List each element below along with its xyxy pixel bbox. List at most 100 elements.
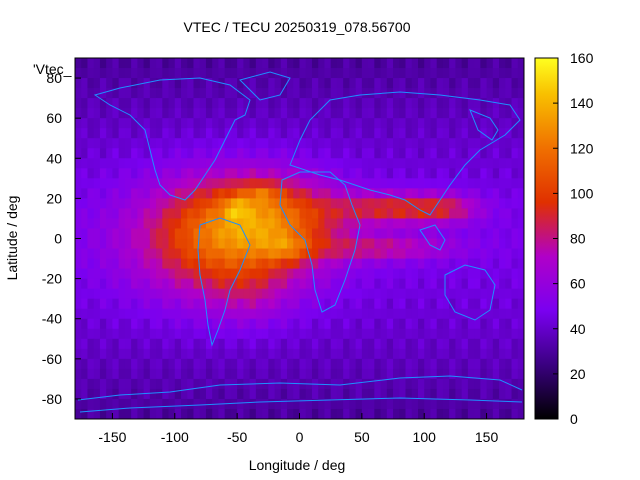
heat-cell	[361, 268, 369, 280]
heat-cell	[218, 228, 226, 240]
heat-cell	[417, 188, 425, 199]
heat-cell	[343, 398, 350, 410]
heat-cell	[249, 128, 257, 139]
heat-cell	[405, 88, 413, 99]
heat-cell	[305, 268, 313, 280]
heat-cell	[174, 148, 182, 159]
heat-cell	[393, 228, 400, 240]
heat-cell	[449, 268, 457, 280]
heat-cell	[474, 298, 481, 310]
heat-cell	[287, 378, 294, 390]
heat-cell	[311, 78, 319, 89]
heat-cell	[355, 88, 363, 99]
heat-cell	[112, 258, 120, 270]
heat-cell	[467, 198, 475, 210]
heat-cell	[168, 348, 176, 360]
heat-cell	[205, 148, 213, 159]
heat-cell	[143, 288, 151, 300]
heat-cell	[499, 148, 506, 159]
heat-cell	[255, 108, 263, 119]
heat-cell	[93, 248, 101, 260]
heat-cell	[168, 158, 176, 169]
heat-cell	[174, 308, 182, 320]
heat-cell	[255, 78, 263, 89]
heat-cell	[218, 318, 226, 330]
heat-cell	[162, 238, 170, 250]
heat-cell	[461, 278, 469, 290]
heat-cell	[181, 88, 188, 99]
heat-cell	[386, 148, 394, 159]
heat-cell	[411, 408, 419, 419]
heat-cell	[467, 58, 475, 69]
heat-cell	[93, 338, 101, 350]
heat-cell	[187, 288, 195, 300]
heat-cell	[124, 408, 132, 419]
heat-cell	[424, 118, 432, 129]
heat-cell	[230, 298, 238, 310]
heat-cell	[287, 358, 294, 370]
heat-cell	[218, 98, 226, 109]
heat-cell	[199, 318, 207, 330]
heat-cell	[287, 328, 294, 340]
heat-cell	[455, 108, 463, 119]
heat-cell	[436, 168, 444, 179]
heat-cell	[187, 358, 195, 370]
heat-cell	[237, 388, 244, 400]
heat-cell	[324, 408, 332, 419]
heat-cell	[311, 368, 319, 380]
heat-cell	[280, 188, 288, 199]
y-tick-label: -60	[42, 351, 62, 367]
heat-cell	[156, 238, 163, 250]
heat-cell	[393, 68, 400, 79]
heat-cell	[405, 318, 413, 330]
heat-cell	[411, 388, 419, 400]
heat-cell	[393, 88, 400, 99]
heat-cell	[380, 238, 388, 250]
heat-cell	[374, 298, 382, 310]
heat-cell	[243, 328, 251, 340]
heat-cell	[355, 58, 363, 69]
heat-cell	[112, 378, 120, 390]
heat-cell	[349, 298, 357, 310]
heat-cell	[386, 318, 394, 330]
heat-cell	[311, 98, 319, 109]
heat-cell	[411, 288, 419, 300]
heat-cell	[230, 348, 238, 360]
heat-cell	[368, 128, 375, 139]
heat-cell	[237, 348, 244, 360]
heat-cell	[118, 288, 126, 300]
heat-cell	[436, 248, 444, 260]
heat-cell	[255, 88, 263, 99]
heat-cell	[187, 348, 195, 360]
heat-cell	[99, 388, 107, 400]
heat-cell	[349, 78, 357, 89]
heat-cell	[255, 68, 263, 79]
heat-cell	[442, 248, 450, 260]
heat-cell	[230, 188, 238, 199]
heat-cell	[517, 138, 524, 149]
heat-cell	[430, 118, 438, 129]
heat-cell	[393, 208, 400, 220]
heat-cell	[486, 338, 494, 350]
heat-cell	[499, 328, 506, 340]
heat-cell	[287, 78, 294, 89]
heat-cell	[181, 108, 188, 119]
heat-cell	[224, 258, 232, 270]
heat-cell	[237, 408, 244, 419]
heat-cell	[205, 108, 213, 119]
heat-cell	[449, 378, 457, 390]
heat-cell	[112, 298, 120, 310]
heat-cell	[486, 158, 494, 169]
colorbar-tick-label: 40	[570, 321, 586, 337]
heat-cell	[430, 148, 438, 159]
heat-cell	[187, 108, 195, 119]
heat-cell	[411, 198, 419, 210]
heat-cell	[417, 408, 425, 419]
heat-cell	[486, 368, 494, 380]
heat-cell	[461, 128, 469, 139]
heat-cell	[106, 348, 114, 360]
heat-cell	[124, 258, 132, 270]
heat-cell	[187, 398, 195, 410]
heat-cell	[411, 328, 419, 340]
heat-cell	[93, 58, 101, 69]
